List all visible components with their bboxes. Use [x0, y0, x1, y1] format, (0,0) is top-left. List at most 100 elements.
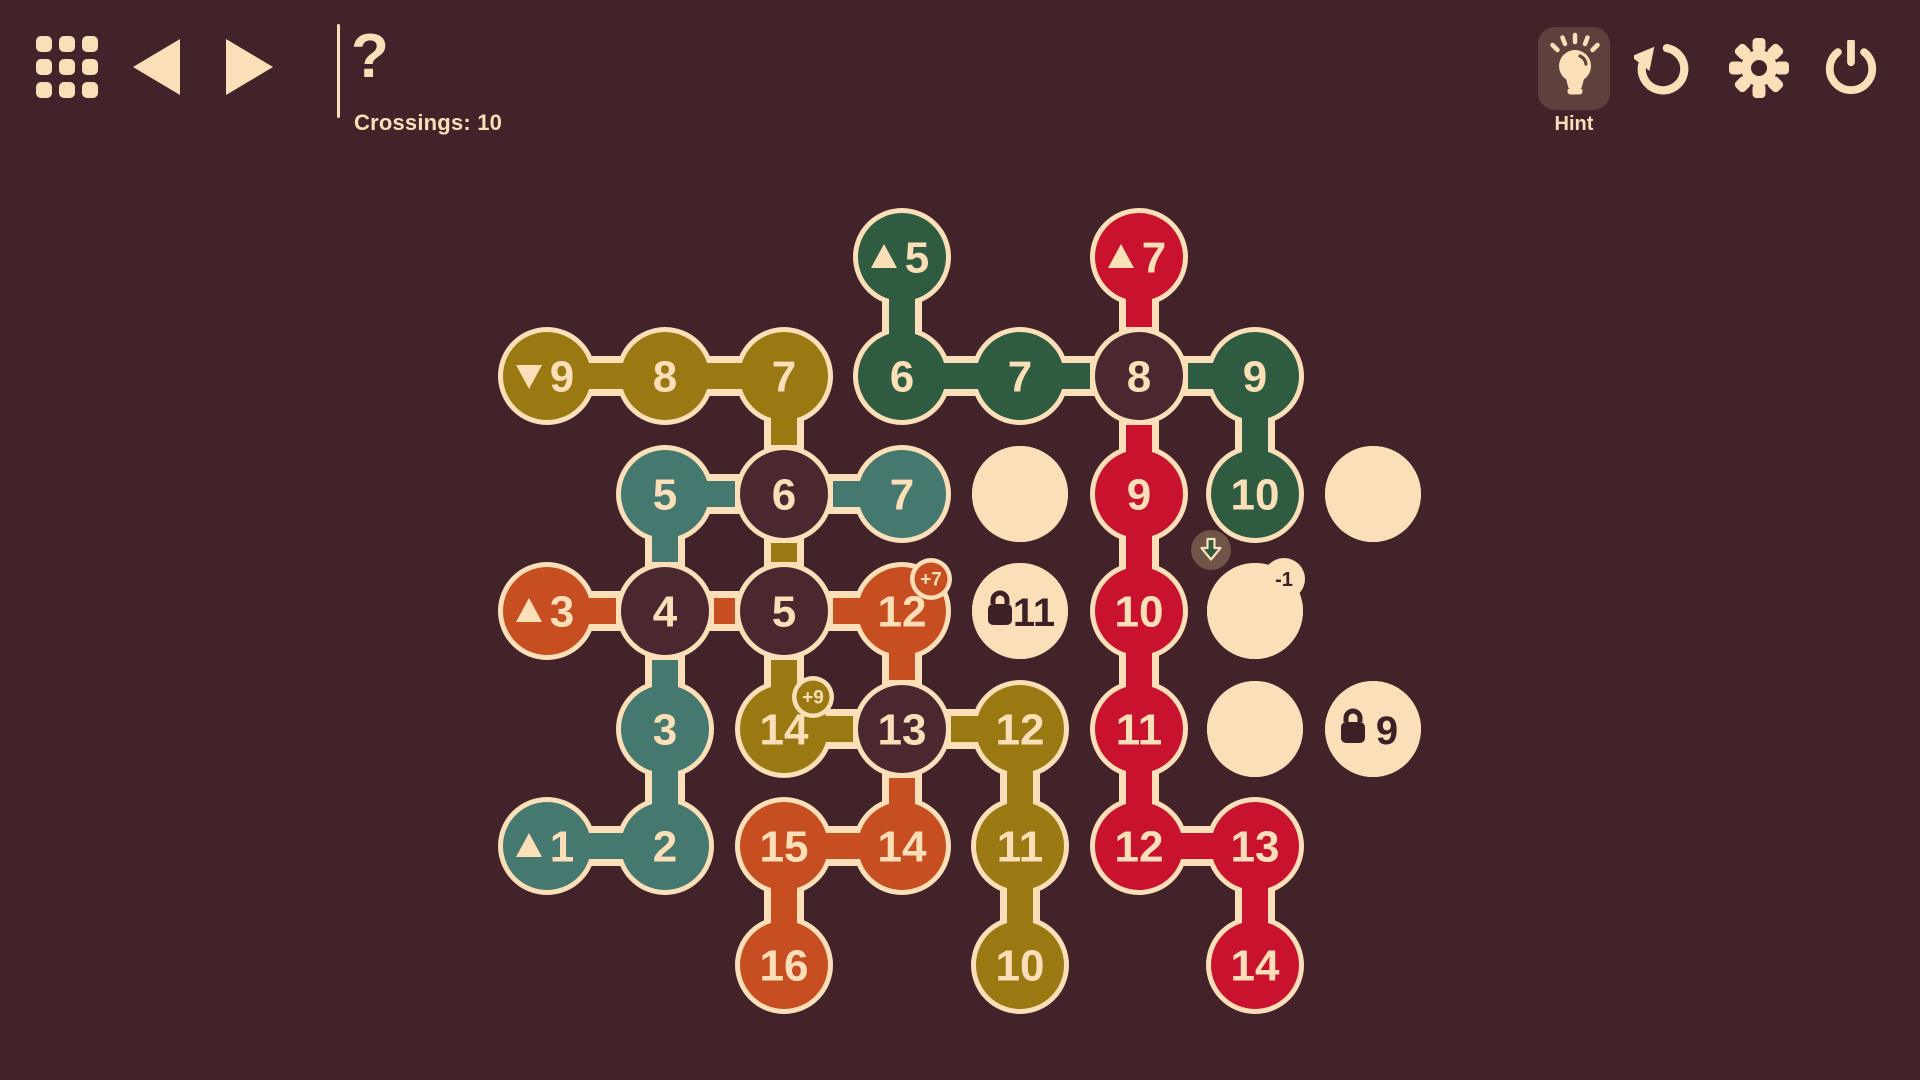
- hint-button[interactable]: [1538, 27, 1610, 110]
- node-value: 6: [890, 353, 914, 402]
- puzzle-node-8[interactable]: [1095, 332, 1183, 420]
- puzzle-node-12[interactable]: [1095, 802, 1183, 890]
- node-value: 11: [997, 823, 1044, 872]
- crossings-counter: Crossings: 10: [354, 110, 503, 135]
- node-value: 3: [550, 588, 574, 637]
- direction-up-icon: [1108, 244, 1134, 268]
- node-value: 9: [1243, 353, 1267, 402]
- puzzle-node-3[interactable]: [503, 567, 591, 655]
- node-value: 7: [1142, 234, 1166, 283]
- level-select-button[interactable]: [36, 36, 98, 98]
- node-value: 2: [653, 823, 677, 872]
- puzzle-node-13[interactable]: [1211, 802, 1299, 890]
- node-value: 12: [1115, 823, 1164, 872]
- puzzle-node-10[interactable]: [1211, 450, 1299, 538]
- restart-button[interactable]: [1634, 40, 1692, 98]
- puzzle-node-6[interactable]: [858, 332, 946, 420]
- node-value: 13: [878, 706, 927, 755]
- puzzle-node-7[interactable]: [858, 450, 946, 538]
- puzzle-node-13[interactable]: [858, 685, 946, 773]
- node-value: 12: [996, 706, 1045, 755]
- node-value: 8: [653, 353, 677, 402]
- puzzle-node-15[interactable]: [740, 802, 828, 890]
- lock-icon: [1341, 722, 1365, 743]
- node-value: 14: [878, 823, 927, 872]
- node-value: 7: [772, 353, 796, 402]
- next-level-button[interactable]: [226, 39, 273, 95]
- node-value: 10: [1115, 588, 1164, 637]
- puzzle-node-8[interactable]: [621, 332, 709, 420]
- node-value: 7: [1008, 353, 1032, 402]
- puzzle-node-1[interactable]: [503, 802, 591, 890]
- node-value: 10: [1231, 471, 1280, 520]
- puzzle-node-empty[interactable]: [1207, 681, 1303, 777]
- puzzle-node-10[interactable]: [1095, 567, 1183, 655]
- node-value: 7: [890, 471, 914, 520]
- toolbar: ? Crossings: 10 Hint: [0, 0, 1920, 160]
- puzzle-node-locked-11[interactable]: [972, 563, 1068, 659]
- node-value: 6: [772, 471, 796, 520]
- badge-outline: [1263, 558, 1305, 600]
- node-value: 14: [1231, 942, 1280, 991]
- node-value: 16: [760, 942, 809, 991]
- node-value: 5: [905, 234, 929, 283]
- lock-icon: [1343, 708, 1363, 722]
- puzzle-node-6[interactable]: [740, 450, 828, 538]
- puzzle-node-7[interactable]: [740, 332, 828, 420]
- hint-button-label: Hint: [1554, 113, 1594, 135]
- puzzle-node-5[interactable]: [740, 567, 828, 655]
- puzzle-node-2[interactable]: [621, 802, 709, 890]
- direction-up-icon: [516, 833, 542, 857]
- power-icon: [1825, 40, 1877, 94]
- arrow-right-icon: [226, 39, 273, 95]
- grid-icon: [36, 36, 98, 98]
- node-value: 11: [1116, 706, 1163, 755]
- puzzle-node-11[interactable]: [976, 802, 1064, 890]
- hint-arrow-down-icon: [1200, 537, 1222, 561]
- puzzle-node-3[interactable]: [621, 685, 709, 773]
- puzzle-node-7[interactable]: [976, 332, 1064, 420]
- locked-value: 9: [1376, 709, 1398, 753]
- puzzle-node-locked-9[interactable]: [1325, 681, 1421, 777]
- puzzle-node-10[interactable]: [976, 921, 1064, 1009]
- arrow-left-icon: [133, 39, 180, 95]
- puzzle-node-9[interactable]: [503, 332, 591, 420]
- puzzle-node-14[interactable]: [1211, 921, 1299, 1009]
- puzzle-node-empty[interactable]: [972, 446, 1068, 542]
- badge-fill: [796, 680, 830, 714]
- puzzle-node-9[interactable]: [1211, 332, 1299, 420]
- direction-up-icon: [871, 244, 897, 268]
- puzzle-node-7[interactable]: [1095, 213, 1183, 301]
- puzzle-node-4[interactable]: [621, 567, 709, 655]
- puzzle-node-9[interactable]: [1095, 450, 1183, 538]
- node-value: 8: [1127, 353, 1151, 402]
- node-value: 9: [1127, 471, 1151, 520]
- restart-icon: [1634, 44, 1689, 95]
- node-value: 15: [760, 823, 809, 872]
- direction-up-icon: [516, 598, 542, 622]
- puzzle-node-empty[interactable]: [1325, 446, 1421, 542]
- gear-icon: [1729, 38, 1789, 98]
- previous-level-button[interactable]: [133, 39, 180, 95]
- puzzle-node-5[interactable]: [858, 213, 946, 301]
- puzzle-node-12[interactable]: [976, 685, 1064, 773]
- toolbar-divider: [337, 24, 340, 118]
- node-value: 5: [653, 471, 677, 520]
- puzzle-node-5[interactable]: [621, 450, 709, 538]
- node-value: 3: [653, 706, 677, 755]
- direction-down-icon: [516, 365, 542, 389]
- lightbulb-icon: [1550, 32, 1600, 95]
- settings-button[interactable]: [1728, 37, 1790, 99]
- badge-value: +9: [802, 688, 824, 709]
- node-value: 1: [550, 823, 574, 872]
- badge-value: +7: [920, 570, 942, 591]
- puzzle-node-14[interactable]: [858, 802, 946, 890]
- badge-value: -1: [1275, 569, 1293, 591]
- node-value: 5: [772, 588, 796, 637]
- power-button[interactable]: [1822, 40, 1880, 98]
- puzzle-node-16[interactable]: [740, 921, 828, 1009]
- puzzle-node-11[interactable]: [1095, 685, 1183, 773]
- help-icon[interactable]: ?: [351, 22, 389, 91]
- locked-value: 11: [1013, 591, 1055, 635]
